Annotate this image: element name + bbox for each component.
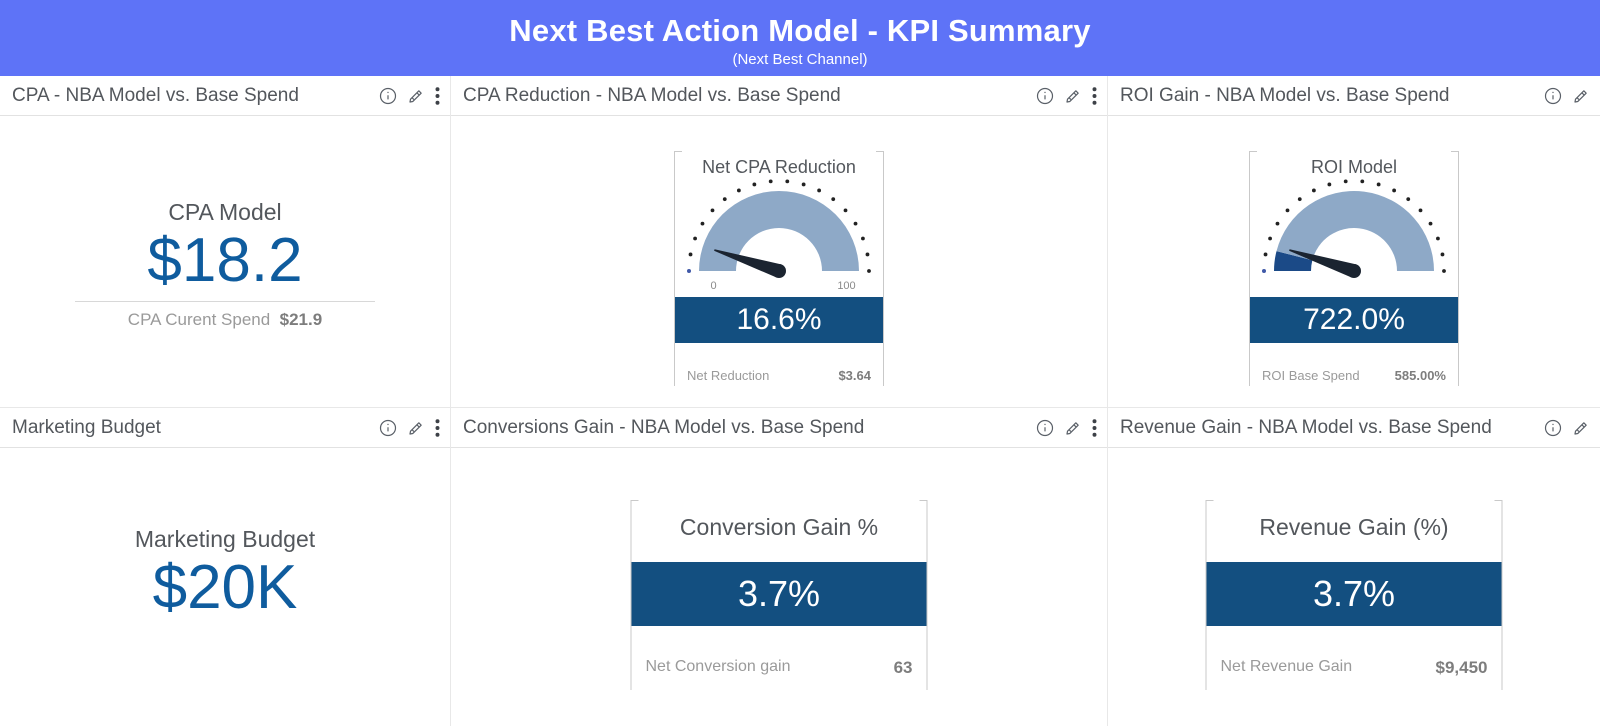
svg-text:100: 100 bbox=[837, 280, 855, 292]
svg-text:0: 0 bbox=[710, 280, 716, 292]
